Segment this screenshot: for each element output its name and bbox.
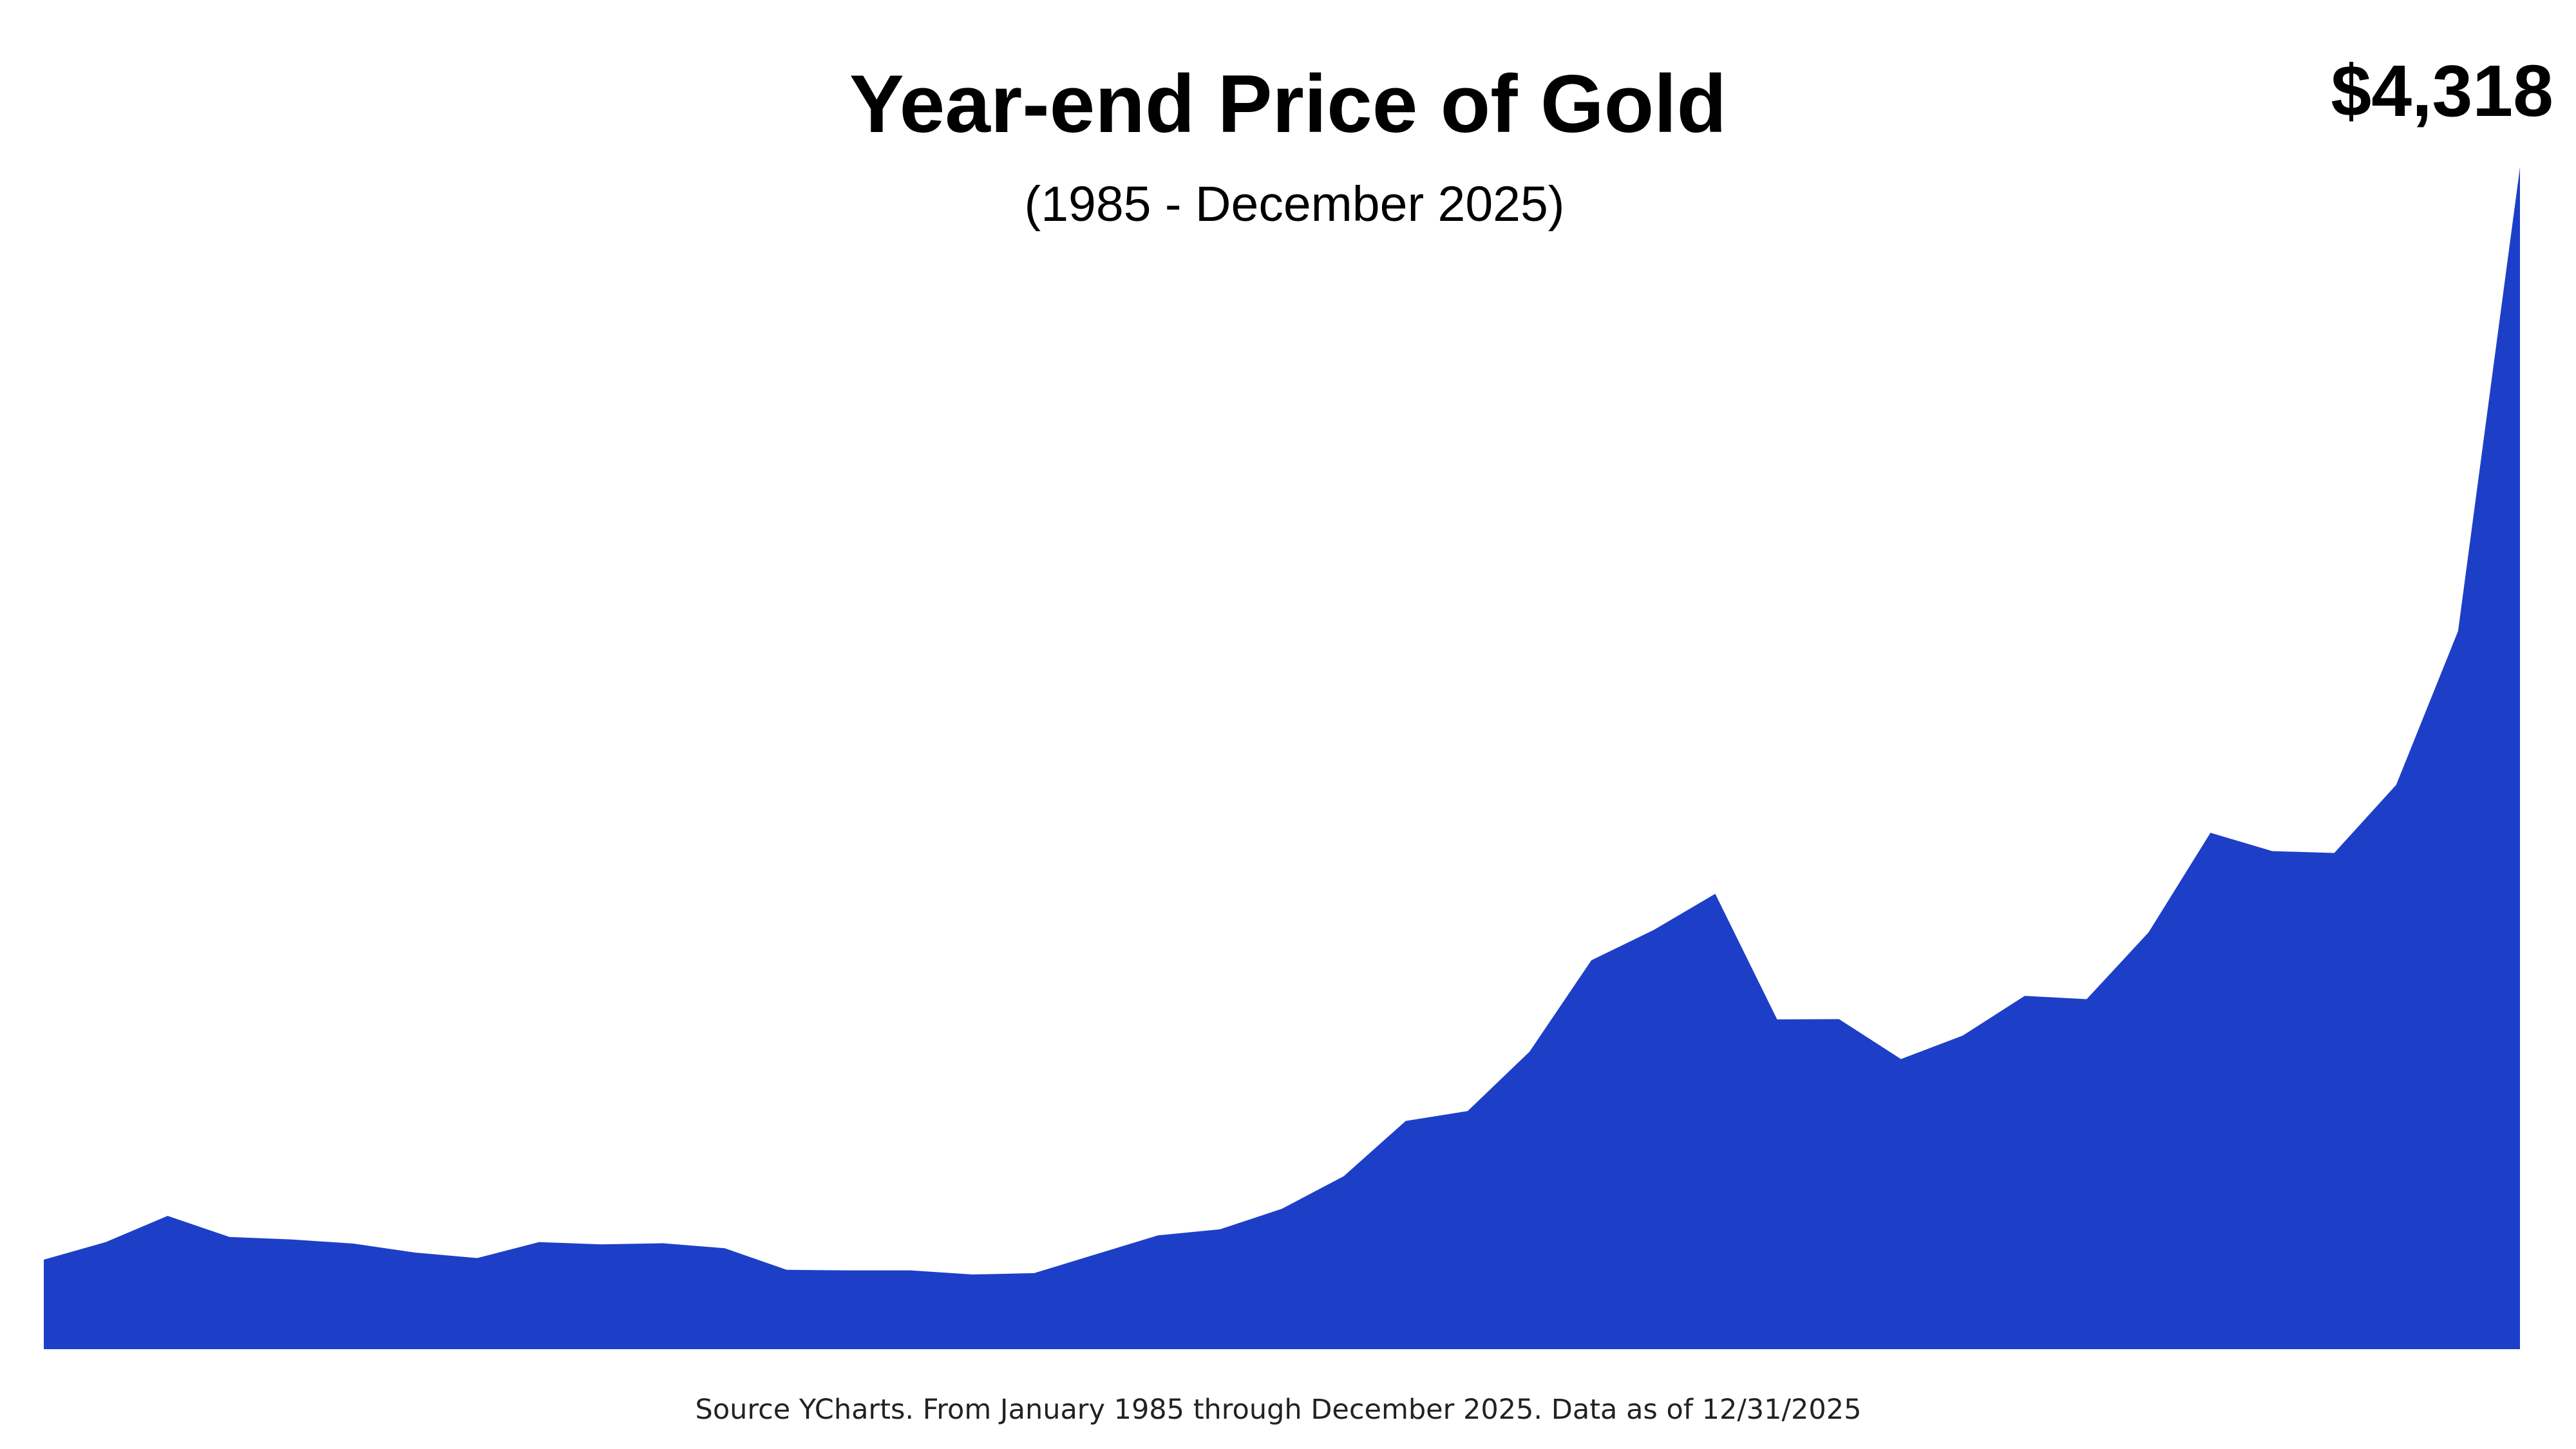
chart-title: Year-end Price of Gold	[849, 58, 1727, 149]
gold-price-area	[44, 167, 2520, 1349]
end-value-label: $4,318	[2331, 50, 2553, 131]
chart-subtitle: (1985 - December 2025)	[1025, 176, 1565, 232]
plot-area	[44, 167, 2520, 1349]
source-note: Source YCharts. From January 1985 throug…	[696, 1394, 1862, 1426]
